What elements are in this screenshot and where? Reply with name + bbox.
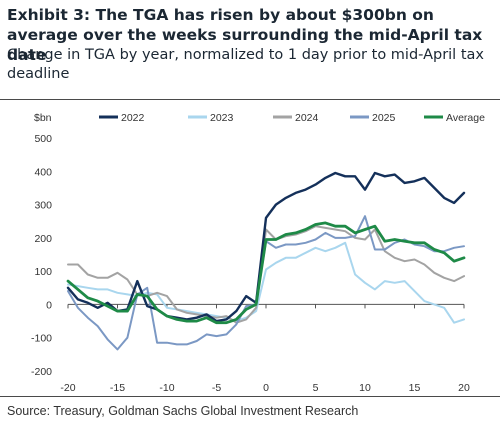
y-tick-label: 200 [34, 233, 52, 245]
y-tick-label: 500 [34, 133, 52, 145]
chart-subtitle: Change in TGA by year, normalized to 1 d… [7, 47, 484, 82]
y-tick-label: 0 [46, 299, 52, 311]
legend: 2022 2023 2024 2025 Average [99, 112, 485, 124]
x-tick-label: 15 [409, 382, 421, 394]
x-tick-label: 10 [359, 382, 371, 394]
x-tick-label: 5 [313, 382, 319, 394]
x-axis-ticks: -20 -15 -10 -5 0 5 10 15 20 [60, 304, 470, 394]
series-line-average [66, 221, 466, 325]
chart-title: Exhibit 3: The TGA has risen by about $3… [7, 6, 483, 64]
series-lines [66, 171, 466, 351]
legend-label-average: Average [446, 112, 485, 124]
footer-rule [0, 396, 500, 397]
y-axis-label: $bn [34, 112, 52, 124]
source-note: Source: Treasury, Goldman Sachs Global I… [7, 404, 359, 418]
legend-label-2023: 2023 [210, 112, 234, 124]
y-tick-label: 300 [34, 200, 52, 212]
header-rule [0, 99, 500, 100]
x-tick-label: -20 [60, 382, 75, 394]
y-tick-label: -100 [31, 333, 52, 345]
legend-label-2025: 2025 [372, 112, 396, 124]
x-tick-label: -5 [212, 382, 221, 394]
y-tick-label: 400 [34, 166, 52, 178]
x-tick-label: -10 [159, 382, 174, 394]
series-line-2022 [66, 171, 466, 323]
x-tick-label: 20 [458, 382, 470, 394]
legend-label-2024: 2024 [295, 112, 319, 124]
legend-label-2022: 2022 [121, 112, 145, 124]
x-tick-label: -15 [110, 382, 125, 394]
line-chart: $bn 2022 2023 2024 2025 Average -200-1000100… [31, 112, 485, 394]
y-axis-ticks: -200 -100 0 100 200 300 400 500 [31, 133, 52, 378]
y-tick-label: 100 [34, 266, 52, 278]
series-line-2023 [67, 241, 465, 324]
x-tick-label: 0 [263, 382, 269, 394]
y-tick-label: -200 [31, 366, 52, 378]
